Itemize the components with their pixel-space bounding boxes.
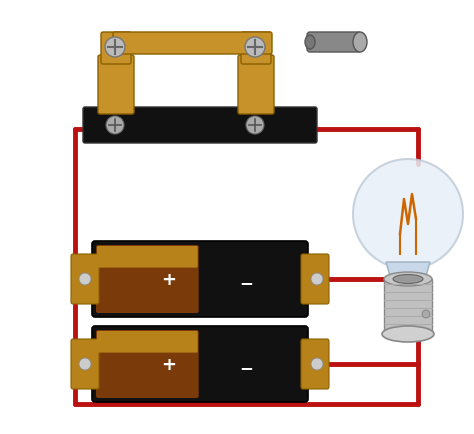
Ellipse shape: [393, 275, 423, 284]
Ellipse shape: [382, 326, 434, 342]
FancyBboxPatch shape: [96, 246, 199, 313]
FancyBboxPatch shape: [96, 330, 199, 398]
Circle shape: [246, 117, 264, 135]
FancyBboxPatch shape: [101, 33, 131, 65]
Circle shape: [106, 117, 124, 135]
FancyBboxPatch shape: [241, 33, 271, 65]
FancyBboxPatch shape: [98, 56, 134, 115]
FancyBboxPatch shape: [97, 331, 198, 353]
Text: +: +: [161, 270, 176, 288]
Text: +: +: [161, 355, 176, 373]
FancyBboxPatch shape: [97, 247, 198, 268]
Polygon shape: [386, 263, 430, 276]
Circle shape: [311, 358, 323, 370]
FancyBboxPatch shape: [301, 339, 329, 389]
FancyBboxPatch shape: [92, 241, 308, 317]
Text: −: −: [239, 273, 253, 291]
FancyBboxPatch shape: [71, 254, 99, 304]
Ellipse shape: [353, 33, 367, 53]
FancyBboxPatch shape: [83, 108, 317, 144]
Circle shape: [422, 310, 430, 318]
Circle shape: [353, 160, 463, 270]
Ellipse shape: [384, 273, 432, 286]
FancyBboxPatch shape: [113, 33, 272, 55]
Circle shape: [79, 358, 91, 370]
Circle shape: [105, 38, 125, 58]
FancyBboxPatch shape: [384, 279, 432, 334]
FancyBboxPatch shape: [92, 326, 308, 402]
FancyBboxPatch shape: [307, 33, 361, 53]
FancyBboxPatch shape: [238, 56, 274, 115]
Circle shape: [245, 38, 265, 58]
FancyBboxPatch shape: [301, 254, 329, 304]
Circle shape: [311, 273, 323, 285]
Text: −: −: [239, 358, 253, 376]
Ellipse shape: [305, 36, 315, 50]
FancyBboxPatch shape: [71, 339, 99, 389]
Circle shape: [79, 273, 91, 285]
